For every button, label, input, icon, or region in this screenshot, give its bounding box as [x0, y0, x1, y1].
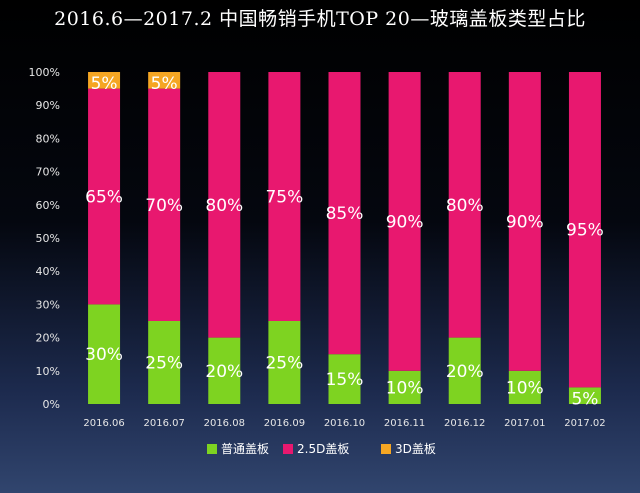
bar-segment	[88, 72, 121, 89]
x-tick-label: 2017.02	[564, 418, 605, 429]
bar-segment	[388, 72, 421, 371]
data-label: 65%	[85, 188, 123, 208]
x-tick-label: 2016.10	[324, 418, 365, 429]
data-label: 20%	[446, 362, 484, 382]
legend-label: 2.5D盖板	[297, 442, 349, 456]
bar-segment	[208, 337, 241, 404]
data-labels-group: 30% 65% 5% 25% 70% 5% 20% 80% 25% 75% 15% 85% 10% 90%…	[85, 74, 604, 409]
y-tick-label: 70%	[36, 166, 60, 179]
bar-segment	[148, 88, 181, 321]
x-tick-label: 2016.07	[143, 418, 184, 429]
legend: 普通盖板 2.5D盖板 3D盖板	[207, 442, 436, 456]
bar-segment	[148, 72, 181, 89]
bar-segment	[328, 354, 361, 404]
data-label: 80%	[446, 196, 484, 216]
bar-segment	[448, 72, 481, 338]
bar-segment	[508, 72, 541, 371]
data-label: 20%	[205, 362, 243, 382]
bar-segment	[268, 321, 301, 404]
data-label: 90%	[506, 212, 544, 232]
x-tick-label: 2016.06	[83, 418, 124, 429]
data-label: 30%	[85, 345, 123, 365]
legend-swatch	[381, 444, 391, 454]
data-label: 15%	[326, 370, 364, 390]
bar-segment	[88, 88, 121, 305]
x-tick-label: 2016.11	[384, 418, 425, 429]
y-tick-label: 80%	[36, 132, 60, 145]
x-axis: 2016.06 2016.07 2016.08 2016.09 2016.10 2016.…	[83, 418, 605, 429]
bar-segment	[568, 387, 601, 404]
y-tick-label: 100%	[29, 66, 60, 79]
legend-label: 普通盖板	[221, 442, 269, 456]
bar-segment	[568, 72, 601, 388]
legend-swatch	[207, 444, 217, 454]
legend-swatch	[283, 444, 293, 454]
data-label: 5%	[151, 74, 178, 94]
y-axis: 0% 10% 20% 30% 40% 50% 60% 70% 80% 90% 100%	[29, 66, 60, 411]
bar-segment	[268, 72, 301, 321]
bar-segment	[328, 72, 361, 355]
y-tick-label: 90%	[36, 99, 60, 112]
data-label: 75%	[265, 188, 303, 208]
bars-group	[88, 72, 601, 404]
bar-segment	[448, 337, 481, 404]
y-tick-label: 20%	[36, 332, 60, 345]
x-tick-label: 2016.12	[444, 418, 485, 429]
bar-segment	[88, 304, 121, 404]
y-tick-label: 30%	[36, 298, 60, 311]
data-label: 25%	[265, 354, 303, 374]
y-tick-label: 10%	[36, 365, 60, 378]
y-tick-label: 60%	[36, 199, 60, 212]
legend-label: 3D盖板	[395, 442, 436, 456]
bar-segment	[508, 370, 541, 404]
y-tick-label: 0%	[43, 398, 60, 411]
x-tick-label: 2016.08	[204, 418, 245, 429]
bar-segment	[148, 321, 181, 404]
data-label: 95%	[566, 221, 604, 241]
bar-segment	[388, 370, 421, 404]
bar-segment	[208, 72, 241, 338]
data-label: 25%	[145, 354, 183, 374]
data-label: 10%	[386, 378, 424, 398]
data-label: 85%	[326, 204, 364, 224]
x-tick-label: 2016.09	[264, 418, 305, 429]
x-tick-label: 2017.01	[504, 418, 545, 429]
data-label: 80%	[205, 196, 243, 216]
data-label: 5%	[91, 74, 118, 94]
data-label: 10%	[506, 378, 544, 398]
data-label: 5%	[571, 389, 598, 409]
y-tick-label: 50%	[36, 232, 60, 245]
data-label: 90%	[386, 212, 424, 232]
y-tick-label: 40%	[36, 265, 60, 278]
data-label: 70%	[145, 196, 183, 216]
chart-title: 2016.6—2017.2 中国畅销手机TOP 20—玻璃盖板类型占比	[54, 8, 586, 30]
